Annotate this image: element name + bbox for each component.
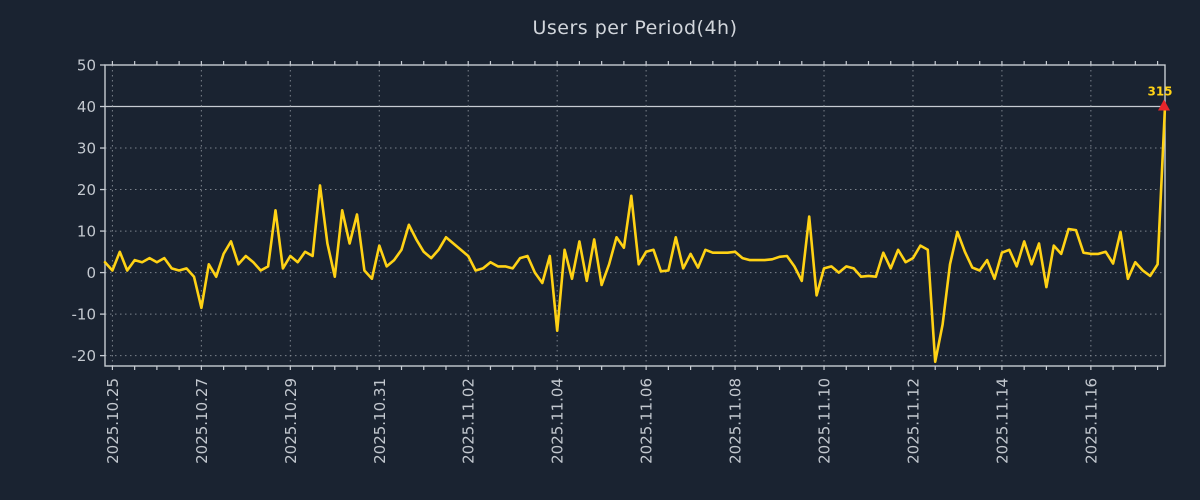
x-tick-label: 2025.11.12 — [904, 378, 922, 464]
x-tick-label: 2025.11.02 — [460, 378, 478, 464]
y-tick-label: 40 — [77, 98, 96, 116]
y-tick-label: 20 — [77, 181, 96, 199]
y-tick-label: -20 — [72, 347, 97, 365]
gridlines — [105, 65, 1165, 366]
plot-border — [104, 64, 1166, 367]
y-tick-label: 50 — [77, 56, 96, 74]
y-tick-label: 0 — [86, 264, 96, 282]
axes: 50 40 30 20 10 0 -10 -20 2025.10.25 2025.10.27 202… — [72, 56, 1166, 464]
x-tick-label: 2025.11.14 — [993, 378, 1011, 464]
x-tick-label: 2025.11.10 — [816, 378, 834, 464]
y-tick-label: 30 — [77, 139, 96, 157]
last-point-marker — [1158, 99, 1170, 111]
x-tick-label: 2025.10.27 — [193, 378, 211, 464]
last-value-label: 315 — [1147, 85, 1172, 99]
chart-title: Users per Period(4h) — [532, 17, 738, 39]
series-line-users — [103, 105, 1167, 364]
x-tick-label: 2025.10.29 — [282, 378, 300, 464]
x-tick-label: 2025.11.16 — [1082, 378, 1100, 464]
x-tick-label: 2025.10.31 — [371, 378, 389, 464]
y-tick-label: -10 — [72, 305, 97, 323]
x-tick-label: 2025.10.25 — [104, 378, 122, 464]
x-tick-label: 2025.11.04 — [549, 378, 567, 464]
annotation: 315 — [1147, 85, 1173, 111]
x-tick-label: 2025.11.08 — [727, 378, 745, 464]
series — [103, 105, 1167, 364]
x-tick-label: 2025.11.06 — [638, 378, 656, 464]
y-tick-label: 10 — [77, 222, 96, 240]
